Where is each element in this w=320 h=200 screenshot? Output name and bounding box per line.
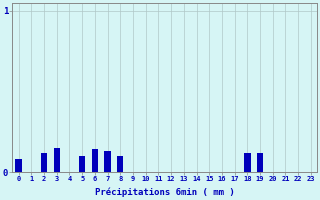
- Bar: [15, 159, 22, 172]
- Bar: [117, 156, 124, 172]
- Bar: [257, 153, 263, 172]
- Bar: [244, 153, 251, 172]
- Bar: [79, 156, 85, 172]
- Bar: [41, 153, 47, 172]
- Bar: [92, 149, 98, 172]
- Bar: [104, 151, 111, 172]
- Bar: [54, 148, 60, 172]
- X-axis label: Précipitations 6min ( mm ): Précipitations 6min ( mm ): [95, 188, 235, 197]
